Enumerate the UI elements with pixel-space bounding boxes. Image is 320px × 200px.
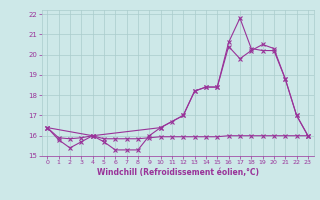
X-axis label: Windchill (Refroidissement éolien,°C): Windchill (Refroidissement éolien,°C): [97, 168, 259, 177]
